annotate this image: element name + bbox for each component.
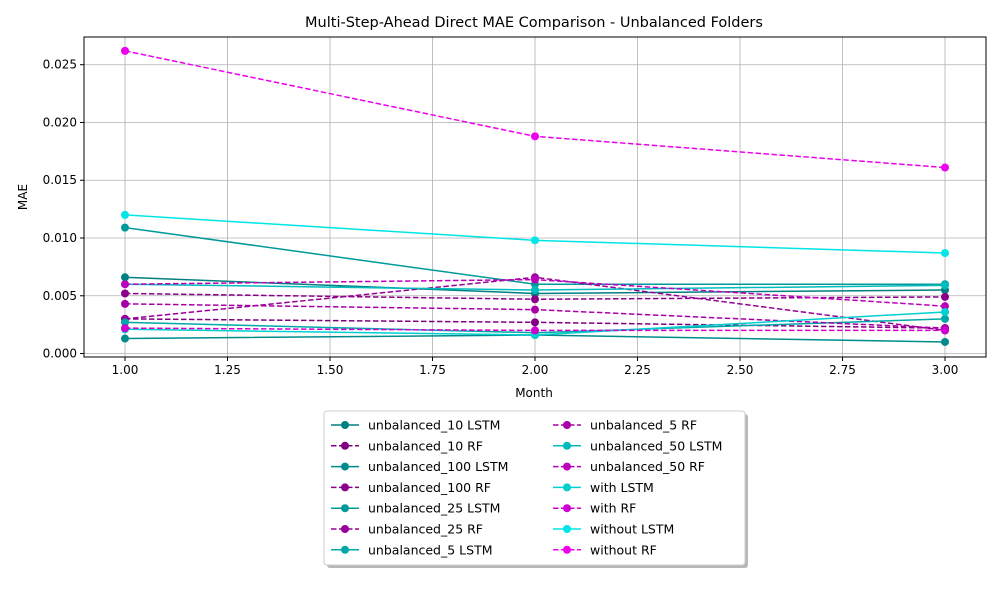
legend-marker	[341, 483, 349, 492]
y-tick-label: 0.015	[43, 173, 77, 187]
data-point	[121, 299, 129, 308]
x-tick-label: 1.25	[214, 363, 241, 377]
legend-label: unbalanced_5 RF	[590, 418, 697, 433]
legend-marker	[563, 462, 571, 471]
data-point	[941, 314, 949, 323]
data-point	[121, 223, 129, 232]
legend-marker	[341, 525, 349, 533]
legend-label: without RF	[590, 542, 657, 557]
series-without-lstm	[121, 210, 949, 258]
data-point	[531, 275, 539, 284]
data-point	[121, 210, 129, 219]
y-axis-label: MAE	[16, 184, 30, 210]
legend-entry: unbalanced_5 LSTM	[331, 542, 493, 557]
legend-label: unbalanced_5 LSTM	[368, 542, 493, 557]
y-tick-label: 0.020	[43, 115, 77, 129]
legend-entry: unbalanced_10 LSTM	[331, 418, 500, 433]
legend-marker	[341, 441, 349, 450]
legend-marker	[563, 525, 571, 533]
data-point	[531, 132, 539, 141]
data-point	[121, 289, 129, 298]
data-point	[531, 236, 539, 245]
series-unbalanced-50-rf	[121, 275, 949, 311]
y-tick-label: 0.005	[43, 289, 77, 303]
legend-marker	[341, 462, 349, 471]
legend-entry: unbalanced_5 RF	[553, 418, 697, 433]
data-point	[531, 285, 539, 294]
data-point	[121, 280, 129, 289]
y-tick-label: 0.025	[43, 58, 77, 72]
legend-frame	[323, 410, 746, 566]
legend-entry: unbalanced_10 RF	[331, 438, 483, 453]
legend-marker	[341, 545, 349, 554]
data-point	[941, 337, 949, 346]
y-axis: 0.000 0.005 0.010 0.015 0.020 0.025	[43, 58, 84, 361]
data-point	[121, 318, 129, 327]
y-tick-label: 0.010	[43, 231, 77, 245]
legend-entry: without LSTM	[553, 522, 674, 537]
legend-marker	[563, 441, 571, 450]
legend-label: unbalanced_100 LSTM	[368, 459, 508, 474]
x-tick-label: 3.00	[932, 363, 959, 377]
data-point	[941, 249, 949, 258]
x-tick-label: 1.75	[419, 363, 446, 377]
series-with-rf	[121, 324, 949, 335]
x-tick-label: 2.00	[522, 363, 549, 377]
data-point	[121, 273, 129, 282]
legend-entry: unbalanced_100 LSTM	[331, 459, 508, 474]
x-tick-label: 2.75	[829, 363, 856, 377]
y-tick-label: 0.000	[43, 347, 77, 361]
data-point	[121, 324, 129, 333]
chart-title: Multi-Step-Ahead Direct MAE Comparison -…	[305, 15, 763, 31]
legend-marker	[563, 545, 571, 554]
data-point	[941, 292, 949, 301]
legend-label: without LSTM	[590, 522, 674, 537]
legend-label: unbalanced_50 RF	[590, 459, 705, 474]
legend-label: unbalanced_10 LSTM	[368, 418, 500, 433]
data-point	[941, 307, 949, 316]
legend-marker	[341, 421, 349, 429]
data-point	[531, 305, 539, 314]
legend-entry: unbalanced_100 RF	[331, 480, 491, 495]
legend: unbalanced_10 LSTM unbalanced_10 RF unbala…	[323, 410, 748, 568]
legend-entry: unbalanced_25 LSTM	[331, 501, 500, 516]
legend-marker	[563, 504, 571, 513]
data-point	[941, 302, 949, 311]
legend-label: with RF	[590, 501, 636, 516]
x-axis: 1.00 1.25 1.50 1.75 2.00 2.25 2.50 2.75 3.00	[112, 357, 959, 377]
legend-entry: without RF	[553, 542, 657, 557]
legend-label: unbalanced_25 RF	[368, 522, 483, 537]
legend-entry: unbalanced_25 RF	[331, 522, 483, 537]
data-point	[531, 326, 539, 335]
legend-marker	[563, 483, 571, 492]
legend-label: unbalanced_50 LSTM	[590, 438, 722, 453]
x-tick-label: 1.00	[112, 363, 139, 377]
legend-entry: unbalanced_50 LSTM	[553, 438, 722, 453]
legend-entry: with LSTM	[553, 480, 654, 495]
legend-marker	[563, 421, 571, 429]
legend-label: unbalanced_10 RF	[368, 438, 483, 453]
legend-entry: with RF	[553, 501, 636, 516]
x-tick-label: 2.25	[624, 363, 651, 377]
data-point	[531, 318, 539, 327]
x-axis-label: Month	[515, 386, 553, 400]
legend-entry: unbalanced_50 RF	[553, 459, 705, 474]
data-point	[941, 326, 949, 335]
x-tick-label: 2.50	[727, 363, 754, 377]
data-point	[941, 281, 949, 290]
legend-label: unbalanced_100 RF	[368, 480, 491, 495]
data-point	[941, 163, 949, 172]
legend-label: with LSTM	[590, 480, 654, 495]
data-point	[121, 334, 129, 343]
legend-label: unbalanced_25 LSTM	[368, 501, 500, 516]
series-layer	[121, 46, 949, 346]
data-point	[121, 46, 129, 55]
data-point	[531, 295, 539, 304]
x-tick-label: 1.50	[317, 363, 344, 377]
series-without-rf	[121, 46, 949, 172]
grid	[84, 37, 986, 357]
legend-marker	[341, 504, 349, 513]
